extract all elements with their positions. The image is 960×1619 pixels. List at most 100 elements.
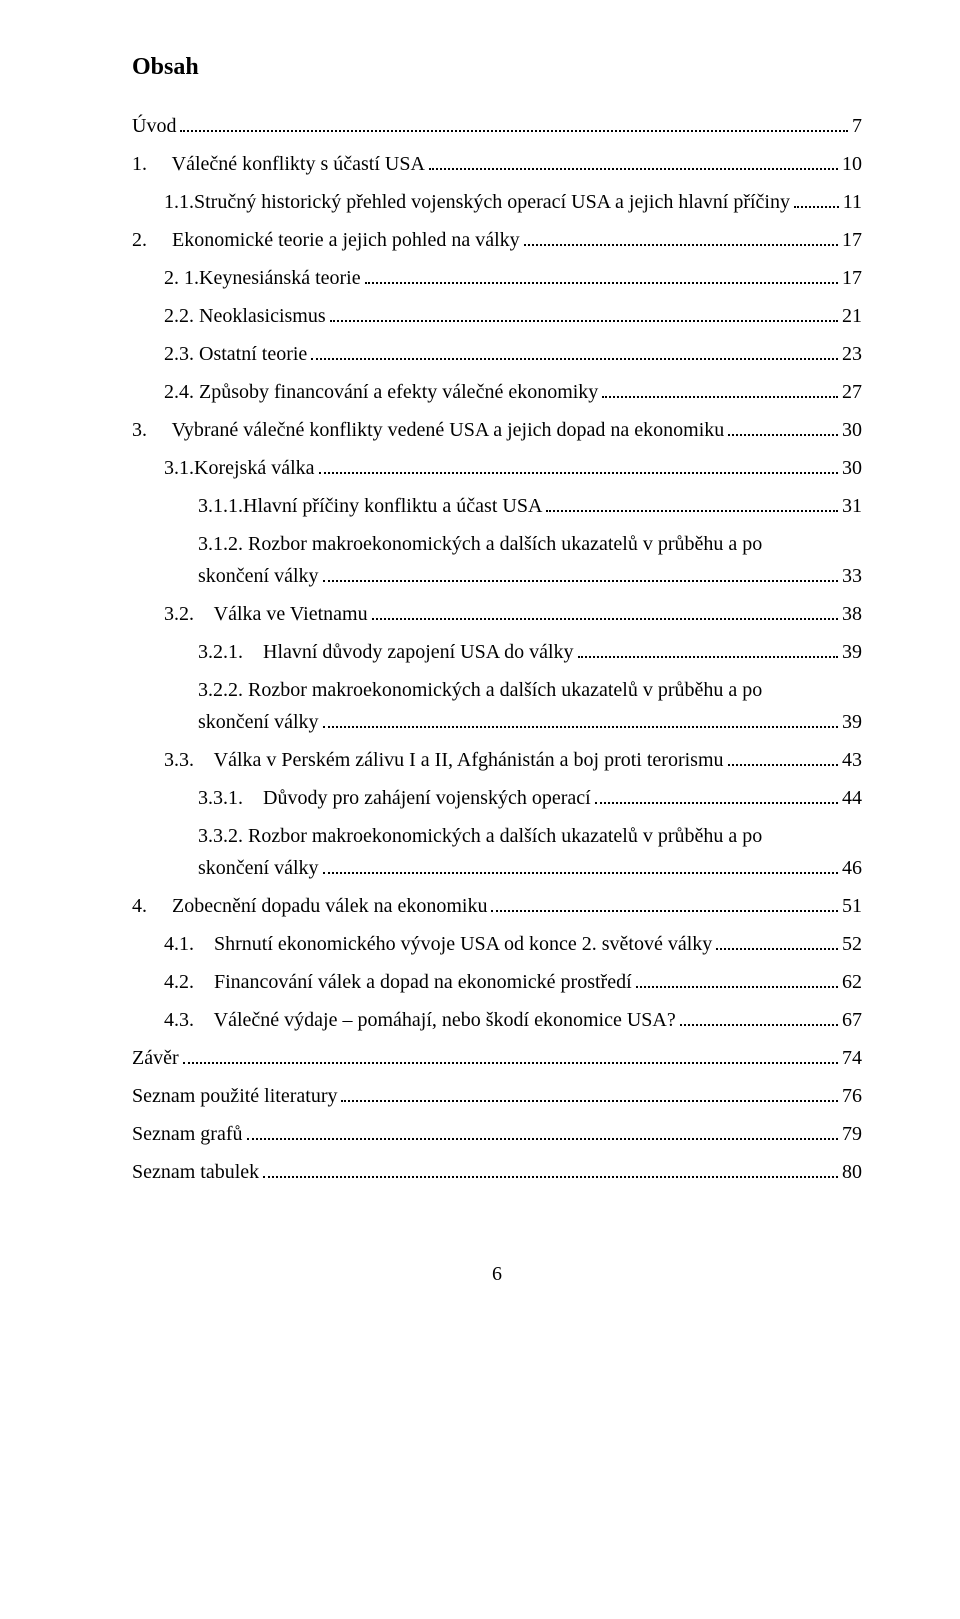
toc-entry-page: 46: [842, 852, 862, 884]
toc-entry-label: 3.2.2. Rozbor makroekonomických a dalšíc…: [198, 674, 862, 706]
toc-entry: 3.2.2. Rozbor makroekonomických a dalšíc…: [132, 674, 862, 738]
table-of-contents: Úvod 7 1. Válečné konflikty s účastí USA 10…: [132, 110, 862, 1188]
toc-entry-label: 3.1.2. Rozbor makroekonomických a dalšíc…: [198, 528, 862, 560]
toc-leader: [680, 1006, 838, 1026]
toc-entry: 2. 1.Keynesiánská teorie 17: [132, 262, 862, 294]
toc-leader: [636, 968, 838, 988]
toc-entry-page: 44: [842, 782, 862, 814]
toc-entry-page: 7: [852, 110, 862, 142]
toc-entry-label: skončení války: [198, 706, 319, 738]
toc-entry: 4.3. Válečné výdaje – pomáhají, nebo ško…: [132, 1004, 862, 1036]
toc-entry-label: 3.3.2. Rozbor makroekonomických a dalšíc…: [198, 820, 862, 852]
toc-leader: [578, 638, 838, 658]
toc-entry: 3.3.1. Důvody pro zahájení vojenských op…: [132, 782, 862, 814]
toc-entry: 2.2. Neoklasicismus 21: [132, 300, 862, 332]
toc-entry-label: 2.2. Neoklasicismus: [164, 300, 326, 332]
toc-leader: [794, 188, 839, 208]
toc-entry-page: 17: [842, 262, 862, 294]
toc-entry-label: 4.3. Válečné výdaje – pomáhají, nebo ško…: [164, 1004, 676, 1036]
toc-entry-label: Úvod: [132, 110, 176, 142]
toc-entry-page: 31: [842, 490, 862, 522]
toc-leader: [728, 416, 838, 436]
toc-entry-label: 1.1.Stručný historický přehled vojenskýc…: [164, 186, 790, 218]
toc-leader: [183, 1044, 838, 1064]
toc-entry-label: 4.2. Financování válek a dopad na ekonom…: [164, 966, 632, 998]
toc-title: Obsah: [132, 48, 862, 86]
page-number: 6: [132, 1258, 862, 1290]
toc-leader: [602, 378, 838, 398]
toc-entry-label: 1. Válečné konflikty s účastí USA: [132, 148, 425, 180]
toc-entry-page: 74: [842, 1042, 862, 1074]
toc-entry-page: 79: [842, 1118, 862, 1150]
toc-entry: 3.1.1.Hlavní příčiny konfliktu a účast U…: [132, 490, 862, 522]
toc-entry-page: 27: [842, 376, 862, 408]
toc-leader: [491, 892, 838, 912]
toc-leader: [372, 600, 838, 620]
toc-entry-label: 2. 1.Keynesiánská teorie: [164, 262, 361, 294]
toc-entry-page: 51: [842, 890, 862, 922]
toc-leader: [595, 784, 838, 804]
toc-entry: 2.4. Způsoby financování a efekty válečn…: [132, 376, 862, 408]
toc-entry: 1.1.Stručný historický přehled vojenskýc…: [132, 186, 862, 218]
toc-entry: Závěr 74: [132, 1042, 862, 1074]
toc-leader: [330, 302, 838, 322]
toc-entry: 3.3. Válka v Perském zálivu I a II, Afgh…: [132, 744, 862, 776]
toc-entry-page: 17: [842, 224, 862, 256]
toc-entry-page: 23: [842, 338, 862, 370]
toc-entry-label: 2. Ekonomické teorie a jejich pohled na …: [132, 224, 520, 256]
toc-entry-page: 21: [842, 300, 862, 332]
toc-entry: 2. Ekonomické teorie a jejich pohled na …: [132, 224, 862, 256]
toc-leader: [319, 454, 838, 474]
toc-leader: [365, 264, 838, 284]
toc-entry: 2.3. Ostatní teorie 23: [132, 338, 862, 370]
toc-entry-page: 30: [842, 414, 862, 446]
toc-entry-page: 67: [842, 1004, 862, 1036]
toc-entry-label: Závěr: [132, 1042, 179, 1074]
toc-entry: 3.2.1. Hlavní důvody zapojení USA do vál…: [132, 636, 862, 668]
toc-leader: [341, 1082, 838, 1102]
toc-entry-label: 3.3. Válka v Perském zálivu I a II, Afgh…: [164, 744, 724, 776]
toc-entry: 3.1.Korejská válka 30: [132, 452, 862, 484]
toc-entry-label: 2.4. Způsoby financování a efekty válečn…: [164, 376, 598, 408]
toc-leader: [311, 340, 838, 360]
toc-entry-label: 4.1. Shrnutí ekonomického vývoje USA od …: [164, 928, 712, 960]
toc-leader: [323, 708, 838, 728]
toc-leader: [716, 930, 838, 950]
toc-entry-label: skončení války: [198, 852, 319, 884]
toc-entry-page: 11: [843, 186, 862, 218]
toc-entry-label: 4. Zobecnění dopadu válek na ekonomiku: [132, 890, 487, 922]
toc-entry-label: 3.2.1. Hlavní důvody zapojení USA do vál…: [198, 636, 574, 668]
toc-leader: [524, 226, 838, 246]
toc-leader: [323, 854, 838, 874]
toc-entry-page: 52: [842, 928, 862, 960]
toc-entry-page: 30: [842, 452, 862, 484]
toc-entry-label: 3.3.1. Důvody pro zahájení vojenských op…: [198, 782, 591, 814]
toc-leader: [263, 1158, 838, 1178]
toc-leader: [180, 112, 848, 132]
toc-entry: Seznam tabulek80: [132, 1156, 862, 1188]
toc-entry-page: 33: [842, 560, 862, 592]
toc-entry-label: 3.1.1.Hlavní příčiny konfliktu a účast U…: [198, 490, 542, 522]
toc-entry: 4.1. Shrnutí ekonomického vývoje USA od …: [132, 928, 862, 960]
toc-leader: [728, 746, 838, 766]
toc-entry-page: 43: [842, 744, 862, 776]
toc-entry: Úvod 7: [132, 110, 862, 142]
toc-entry-page: 62: [842, 966, 862, 998]
toc-leader: [546, 492, 838, 512]
toc-entry-label: Seznam použité literatury: [132, 1080, 337, 1112]
toc-entry-label: 3.1.Korejská válka: [164, 452, 315, 484]
toc-entry: Seznam grafů79: [132, 1118, 862, 1150]
toc-entry-page: 10: [842, 148, 862, 180]
toc-leader: [323, 562, 838, 582]
toc-entry-label: 3. Vybrané válečné konflikty vedené USA …: [132, 414, 724, 446]
toc-entry: 3. Vybrané válečné konflikty vedené USA …: [132, 414, 862, 446]
toc-entry: 3.2. Válka ve Vietnamu 38: [132, 598, 862, 630]
toc-entry: 1. Válečné konflikty s účastí USA 10: [132, 148, 862, 180]
toc-entry: 4. Zobecnění dopadu válek na ekonomiku 51: [132, 890, 862, 922]
toc-entry-label: 2.3. Ostatní teorie: [164, 338, 307, 370]
toc-entry: 3.1.2. Rozbor makroekonomických a dalšíc…: [132, 528, 862, 592]
toc-entry-label: Seznam tabulek: [132, 1156, 259, 1188]
toc-entry-label: skončení války: [198, 560, 319, 592]
toc-entry-label: 3.2. Válka ve Vietnamu: [164, 598, 368, 630]
toc-entry-page: 38: [842, 598, 862, 630]
